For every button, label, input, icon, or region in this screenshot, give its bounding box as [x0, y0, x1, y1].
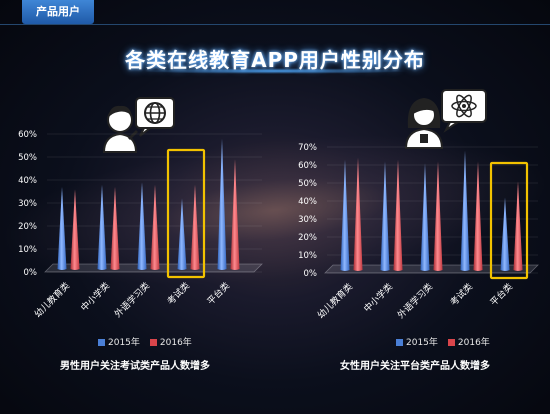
y-tick-label: 10%	[298, 251, 317, 261]
cone-2016	[353, 157, 363, 271]
y-tick-label: 60%	[298, 161, 317, 171]
cone-2015	[217, 138, 227, 270]
x-category-label: 平台类	[488, 281, 516, 309]
legend-swatch-2016	[447, 339, 455, 346]
legend-right: 2015年 2016年	[396, 335, 490, 348]
legend-item-2016-left: 2016年	[149, 335, 192, 348]
legend-label: 2016年	[159, 338, 192, 348]
legend-swatch-2015	[98, 339, 105, 346]
cone-2016	[110, 186, 120, 270]
cone-2016	[150, 184, 160, 270]
highlight-box	[166, 148, 206, 279]
cone-2016	[473, 161, 483, 271]
cone-2016	[513, 181, 523, 271]
x-category-label: 平台类	[205, 280, 233, 308]
y-tick-label: 50%	[298, 179, 317, 189]
highlight-box	[489, 161, 529, 280]
x-category-label: 幼儿教育类	[32, 280, 72, 320]
legend-item-2016-right: 2016年	[447, 335, 490, 348]
legend-label: 2016年	[457, 338, 490, 348]
caption-right: 女性用户关注平台类产品人数增多	[340, 361, 490, 372]
female-user-atom-icon	[404, 89, 487, 149]
cone-2016	[190, 184, 200, 270]
cone-2015	[420, 163, 430, 271]
cone-2015	[57, 186, 67, 270]
section-tag: 产品用户	[22, 0, 94, 24]
cone-2016	[70, 189, 80, 270]
legend-swatch-2016	[149, 339, 157, 346]
male-user-globe-icon	[102, 97, 175, 153]
y-tick-label: 0%	[24, 268, 38, 278]
x-category-label: 外语学习类	[395, 281, 435, 321]
y-tick-label: 20%	[298, 233, 317, 243]
y-tick-label: 20%	[18, 222, 37, 232]
legend-left: 2015年 2016年	[98, 335, 192, 348]
x-category-label: 幼儿教育类	[315, 281, 355, 321]
legend-swatch-2015	[396, 339, 403, 346]
cone-2015	[460, 150, 470, 271]
cone-2016	[393, 159, 403, 271]
y-tick-label: 30%	[298, 215, 317, 225]
chart-floor	[324, 264, 539, 274]
legend-label: 2015年	[108, 338, 140, 348]
legend-item-2015-right: 2015年	[396, 335, 438, 348]
cone-2015	[340, 159, 350, 271]
y-tick-label: 50%	[18, 153, 37, 163]
caption-left: 男性用户关注考试类产品人数增多	[60, 361, 210, 372]
y-tick-label: 60%	[18, 130, 37, 140]
x-category-label: 中小学类	[78, 280, 112, 314]
cone-2015	[97, 184, 107, 270]
cone-2016	[433, 161, 443, 271]
title-glow	[140, 68, 410, 74]
legend-label: 2015年	[406, 338, 438, 348]
x-category-label: 外语学习类	[112, 280, 152, 320]
y-tick-label: 70%	[298, 143, 317, 153]
page-title: 各类在线教育APP用户性别分布	[125, 48, 425, 72]
cone-2016	[230, 159, 240, 270]
x-category-label: 考试类	[448, 281, 476, 309]
x-category-label: 中小学类	[361, 281, 395, 315]
y-tick-label: 0%	[304, 269, 318, 279]
y-tick-label: 30%	[18, 199, 37, 209]
header-divider	[0, 24, 550, 25]
cone-2015	[380, 161, 390, 271]
y-tick-label: 40%	[18, 176, 37, 186]
x-category-label: 考试类	[165, 280, 193, 308]
cone-2015	[177, 198, 187, 270]
cone-2015	[500, 197, 510, 271]
y-tick-label: 10%	[18, 245, 37, 255]
legend-item-2015-left: 2015年	[98, 335, 140, 348]
y-tick-label: 40%	[298, 197, 317, 207]
cone-2015	[137, 182, 147, 270]
